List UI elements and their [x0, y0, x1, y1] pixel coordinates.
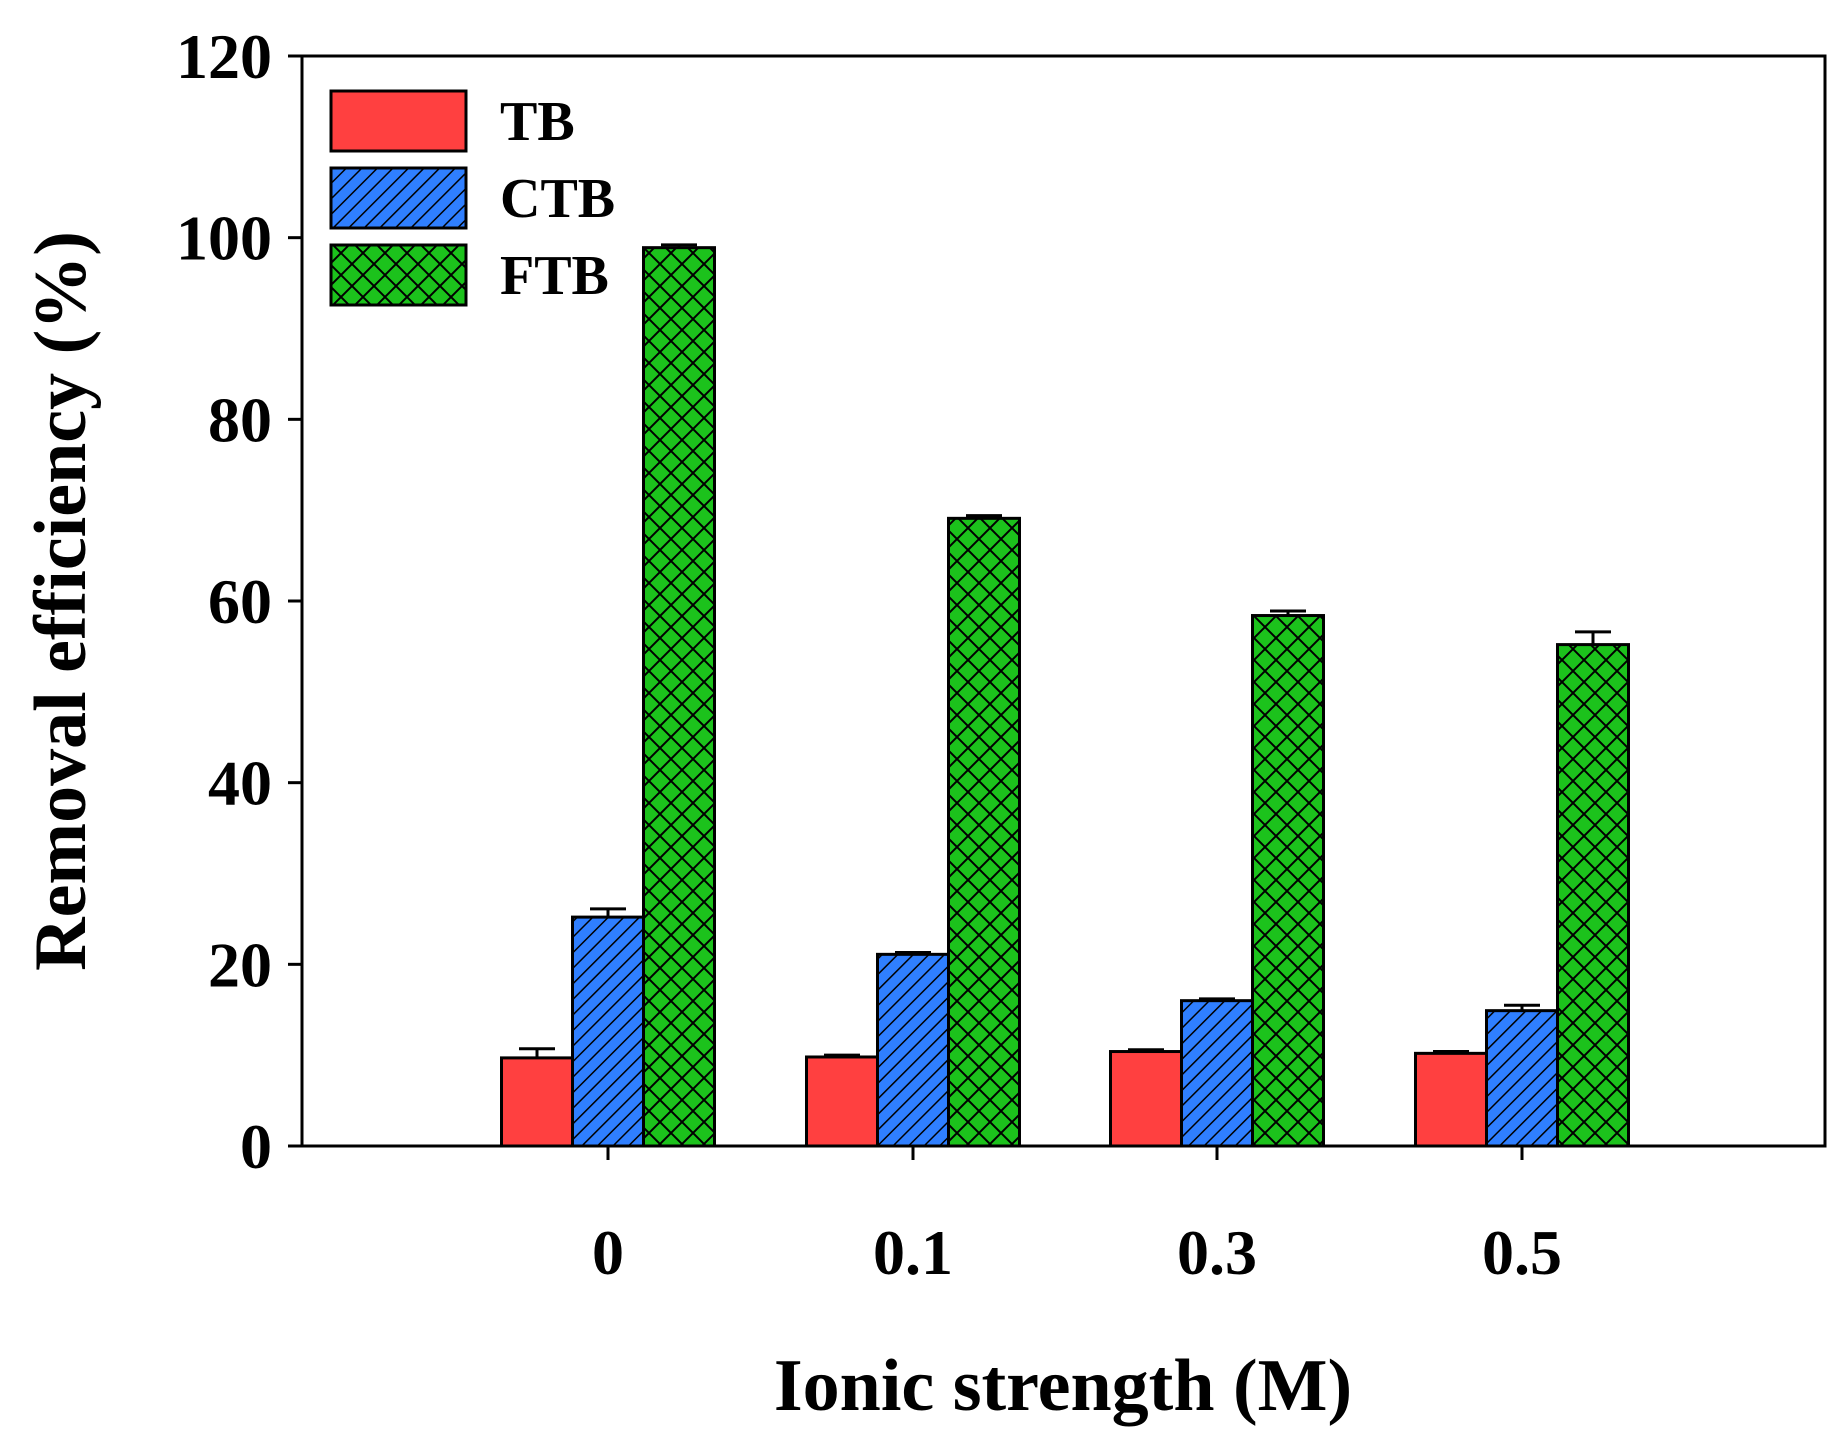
y-tick-label: 20 [208, 929, 272, 1000]
bar-ftb-0.5 [1556, 643, 1630, 1148]
bar-ftb-0.3 [1251, 614, 1325, 1148]
bar-tb-0.1 [805, 1055, 879, 1148]
x-tick-label: 0.5 [1482, 1217, 1562, 1288]
y-tick-label: 0 [240, 1111, 272, 1182]
legend: TB CTB FTB [329, 89, 615, 307]
bar-ftb-0 [642, 246, 716, 1148]
y-tick-label: 80 [208, 384, 272, 455]
legend-swatch-ctb [329, 166, 468, 230]
x-tick-label: 0 [592, 1217, 624, 1288]
bar-tb-0.3 [1109, 1050, 1183, 1148]
legend-label-ctb: CTB [500, 168, 615, 230]
bar-tb-0.5 [1414, 1051, 1488, 1148]
legend-item-ftb: FTB [329, 243, 609, 307]
x-tick-label: 0.1 [873, 1217, 953, 1288]
bar-ctb-0.5 [1485, 1009, 1559, 1148]
y-axis: 0 20 40 60 80 100 120 [176, 21, 302, 1182]
x-tick-label: 0.3 [1177, 1217, 1257, 1288]
bars-layer [500, 246, 1630, 1148]
legend-label-tb: TB [500, 91, 575, 153]
y-axis-title: Removal efficiency (%) [20, 231, 102, 971]
legend-item-tb: TB [329, 89, 575, 153]
legend-swatch-tb [329, 89, 468, 153]
legend-swatch-ftb [329, 243, 468, 307]
bar-ctb-0 [571, 915, 645, 1148]
x-axis: 0 0.1 0.3 0.5 [592, 1146, 1562, 1288]
bar-ctb-0.3 [1180, 999, 1254, 1148]
bar-ftb-0.1 [947, 516, 1021, 1148]
y-tick-label: 40 [208, 748, 272, 819]
bar-ctb-0.1 [876, 952, 950, 1148]
legend-item-ctb: CTB [329, 166, 615, 230]
x-axis-title: Ionic strength (M) [774, 1345, 1352, 1427]
y-tick-label: 100 [176, 203, 272, 274]
error-bars-layer [519, 243, 1611, 1058]
y-tick-label: 120 [176, 21, 272, 92]
y-tick-label: 60 [208, 566, 272, 637]
legend-label-ftb: FTB [500, 245, 609, 307]
bar-tb-0 [500, 1056, 574, 1148]
